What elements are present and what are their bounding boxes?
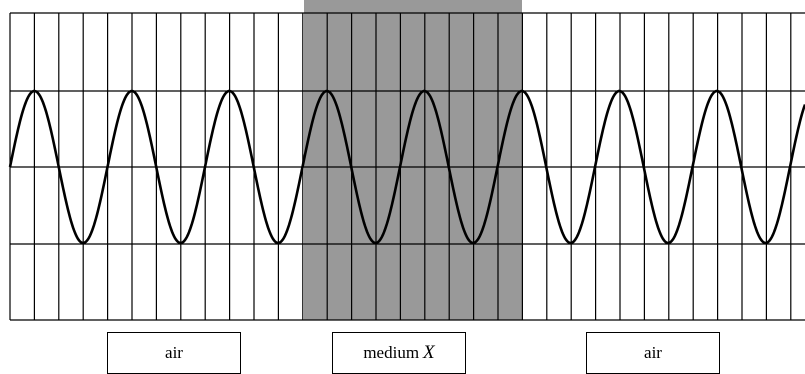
label-air-left-text: air <box>165 343 183 362</box>
label-air-left: air <box>107 332 241 374</box>
label-air-right: air <box>586 332 720 374</box>
medium-x-region <box>304 0 522 320</box>
label-medium-text: medium <box>363 343 420 362</box>
label-medium-variable: X <box>423 342 435 363</box>
label-medium-x: medium X <box>332 332 466 374</box>
wave-diagram <box>8 0 805 321</box>
medium-x-shading <box>304 0 522 320</box>
label-air-right-text: air <box>644 343 662 362</box>
sine-wave <box>8 89 805 245</box>
wave-curve <box>8 89 805 245</box>
